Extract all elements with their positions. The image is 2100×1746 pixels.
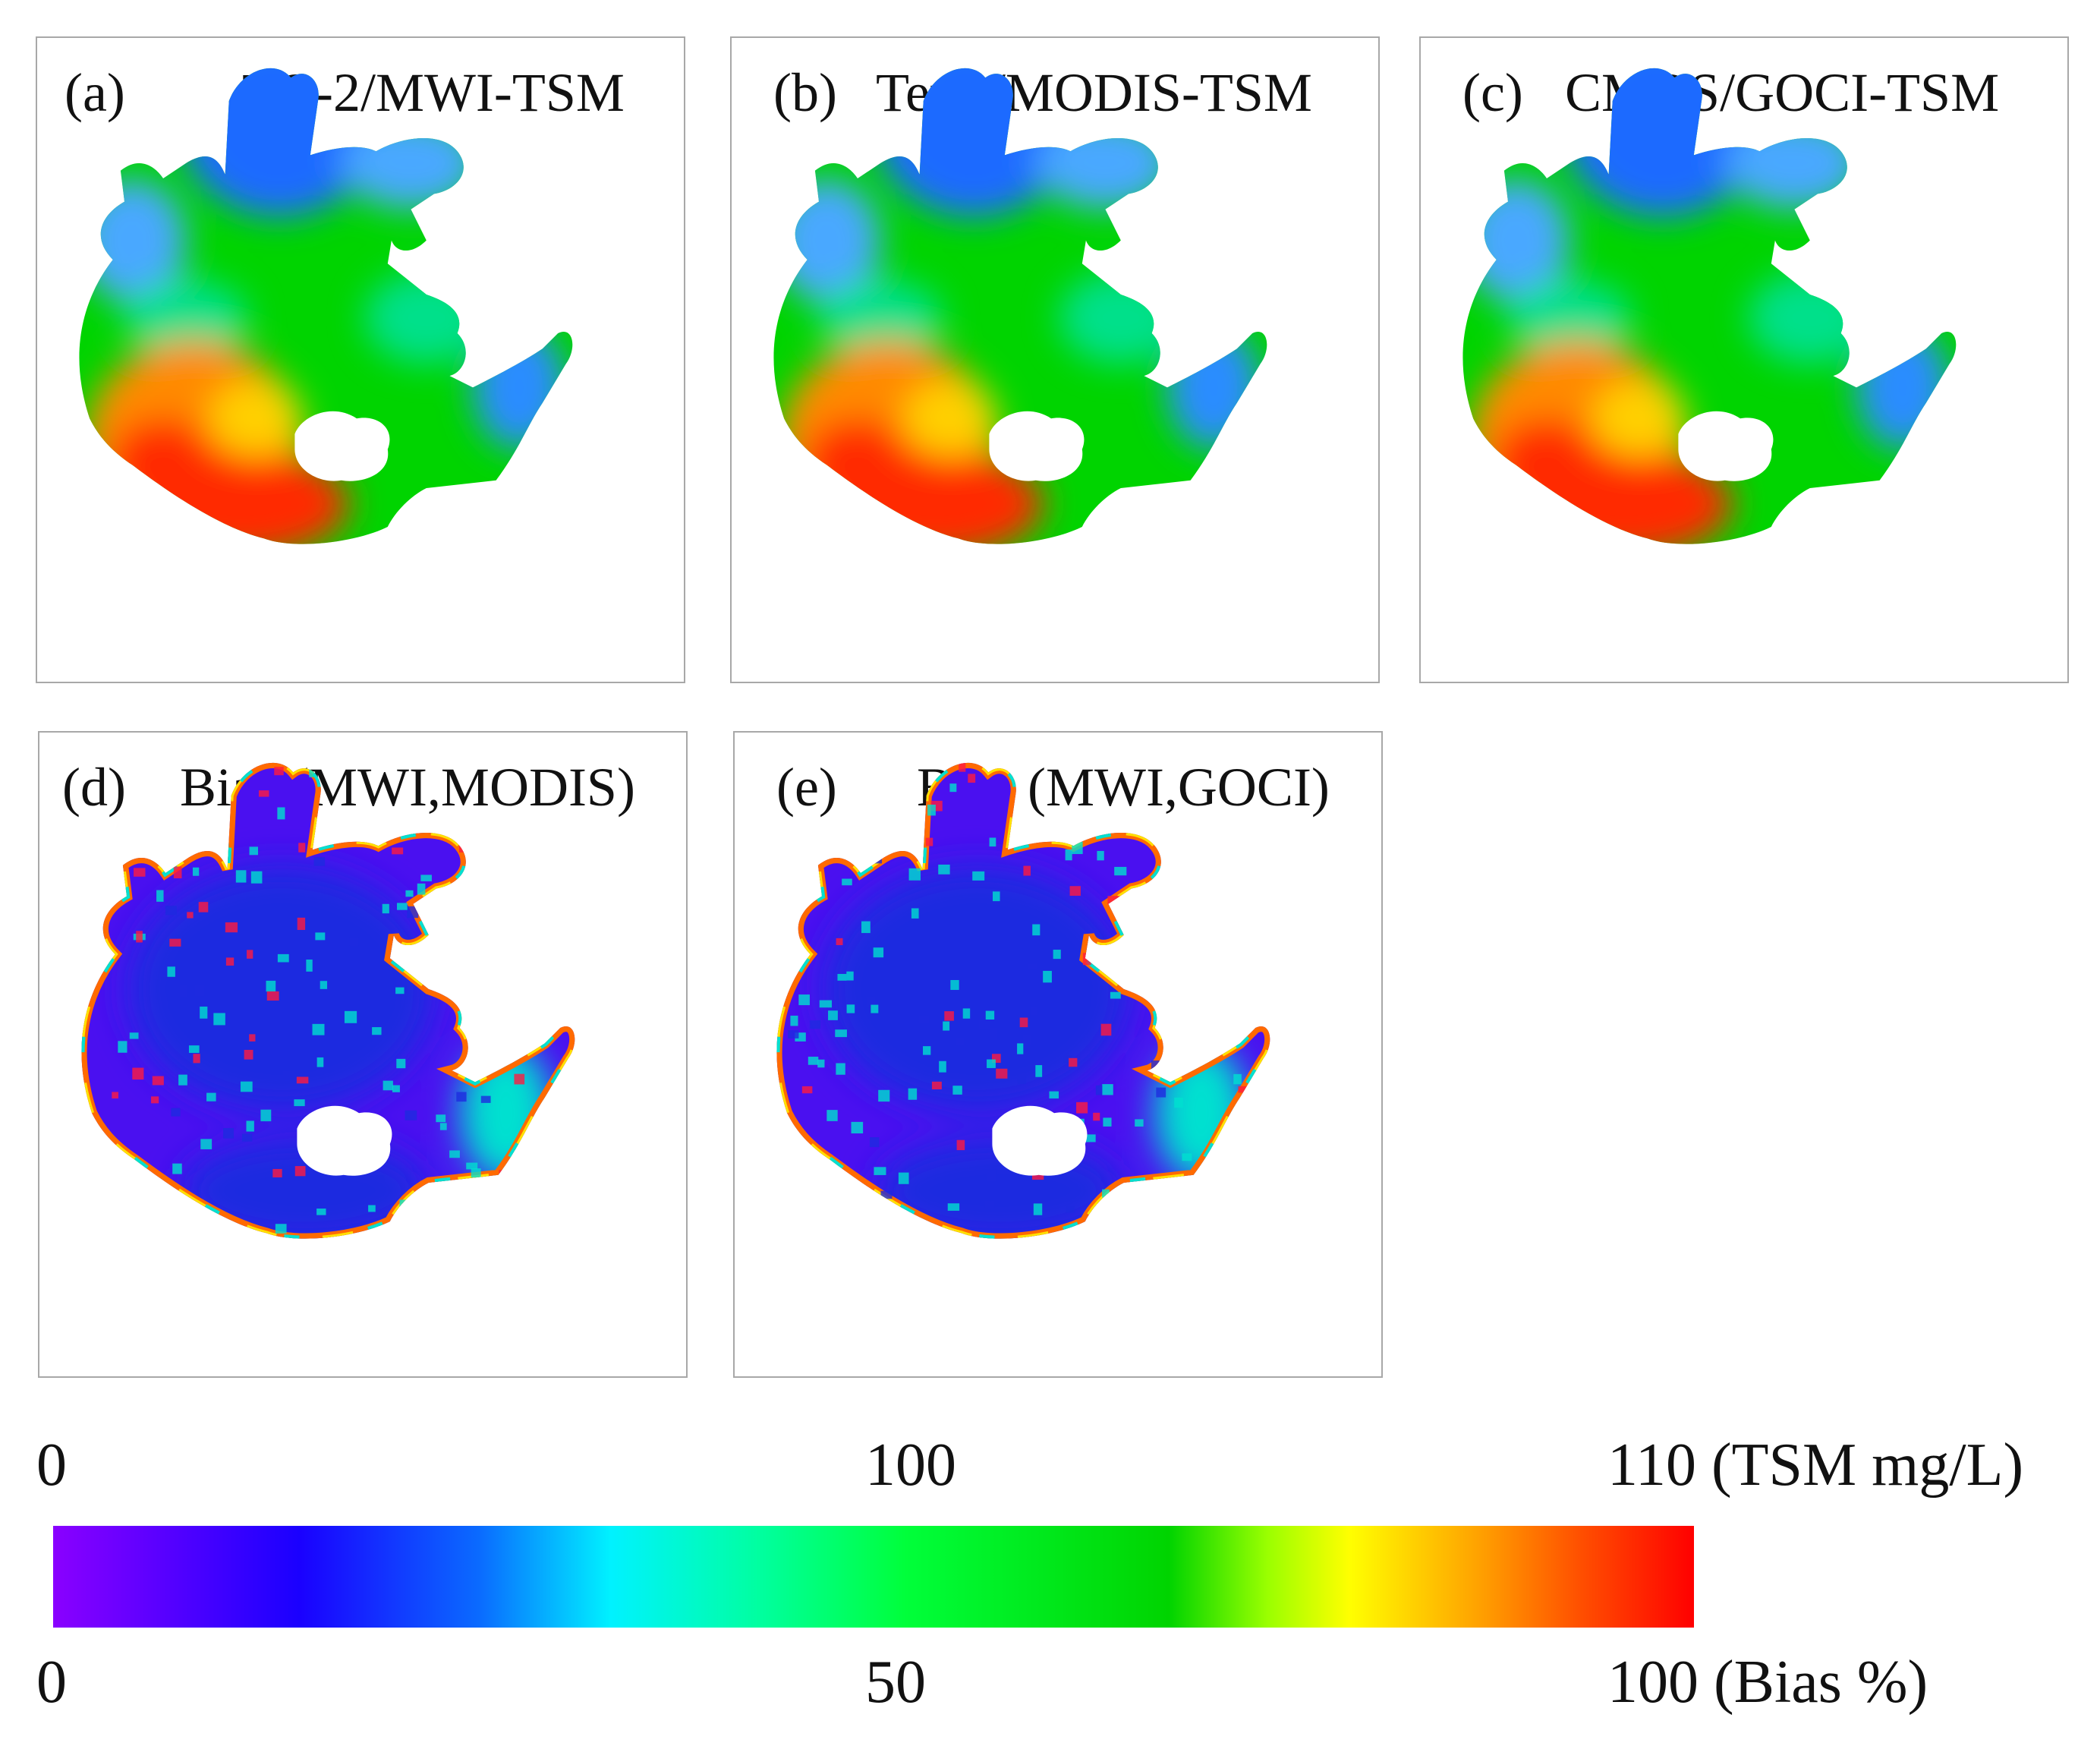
panel-a: (a) TG-2/MWI-TSM (36, 36, 685, 683)
panel-b: (b) Terra/MODIS-TSM (730, 36, 1380, 683)
tsm-map-goci (1462, 68, 1957, 544)
panel-label: (e) (776, 757, 837, 818)
panel-label: (a) (65, 62, 125, 123)
tsm-tick-max: 110 (TSM mg/L) (1607, 1432, 2024, 1499)
tsm-tick-min: 0 (36, 1432, 67, 1499)
tsm-map-mwi (79, 68, 573, 544)
panel-c: (c) CMOS/GOCI-TSM (1419, 36, 2069, 683)
panel-label: (b) (773, 62, 837, 123)
bias-map-modis (81, 762, 575, 1239)
tsm-tick-mid: 100 (865, 1432, 956, 1499)
panel-d: (d) Bias (MWI,MODIS) (38, 731, 688, 1378)
bias-tick-max: 100 (Bias %) (1607, 1649, 1928, 1716)
colorbar (53, 1526, 1694, 1628)
panel-e: (e) Bias (MWI,GOCI) (733, 731, 1383, 1378)
panel-label: (d) (62, 757, 126, 818)
bias-map-goci (776, 762, 1270, 1239)
bias-tick-mid: 50 (865, 1649, 926, 1716)
tsm-map-modis (773, 68, 1267, 544)
panel-label: (c) (1462, 62, 1523, 123)
bias-tick-min: 0 (36, 1649, 67, 1716)
